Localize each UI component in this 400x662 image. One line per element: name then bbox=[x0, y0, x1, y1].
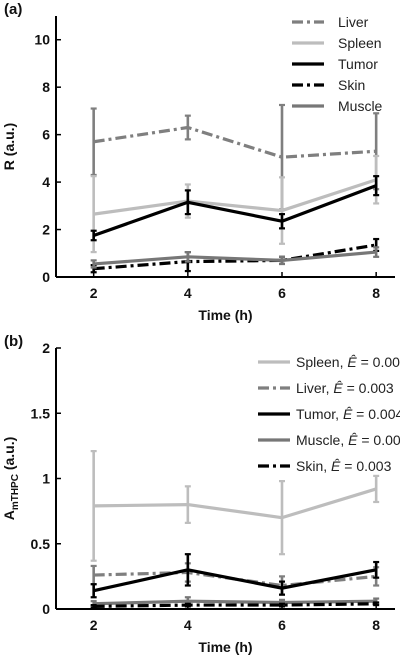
series-tumor bbox=[90, 553, 380, 599]
legend-series-name: Muscle, bbox=[296, 432, 348, 448]
series-spleen bbox=[90, 449, 380, 562]
legend-e-hat-symbol: Ê bbox=[331, 458, 341, 474]
panel-a: (a) 0 2 4 6 8 10 2 4 6 8 Time (h) R (a.u.) Liver Splee… bbox=[1, 1, 395, 323]
panel-label: (a) bbox=[4, 1, 22, 18]
y-tick-label: 8 bbox=[42, 79, 50, 95]
x-axis-label: Time (h) bbox=[198, 639, 252, 655]
panel-b: (b) 0 0.5 1 1.5 2 2 4 6 8 Time (h) AmTHPC (a.u.) Spl… bbox=[1, 333, 400, 655]
y-tick-label: 6 bbox=[42, 127, 50, 143]
y-axis-label: AmTHPC (a.u.) bbox=[1, 437, 21, 521]
x-axis-label: Time (h) bbox=[198, 307, 252, 323]
series-line bbox=[93, 599, 377, 606]
y-tick-label: 1.5 bbox=[31, 405, 51, 421]
series-skin bbox=[90, 601, 380, 609]
series-muscle bbox=[90, 246, 380, 269]
legend-series-name: Liver bbox=[338, 14, 369, 30]
legend-series-name: Skin bbox=[338, 77, 365, 93]
series-tumor bbox=[90, 175, 380, 242]
series-line bbox=[93, 125, 377, 159]
legend-value: = 0.003 bbox=[340, 458, 391, 474]
x-tick-label: 2 bbox=[90, 617, 98, 633]
y-axis-label-subscript: mTHPC bbox=[10, 474, 21, 510]
legend-e-hat-symbol: Ê bbox=[343, 406, 353, 422]
legend-label: Skin, Ê = 0.003 bbox=[296, 458, 392, 474]
legend-label: Tumor, Ê = 0.004 bbox=[296, 406, 400, 422]
legend-label: Liver bbox=[338, 14, 369, 30]
y-tick-label: 10 bbox=[34, 32, 50, 48]
series-line bbox=[93, 184, 377, 237]
x-tick-label: 8 bbox=[372, 617, 380, 633]
legend-series-name: Spleen bbox=[338, 35, 382, 51]
y-axis-label-unit: (a.u.) bbox=[1, 437, 17, 474]
y-axis-label: R (a.u.) bbox=[1, 123, 17, 170]
x-tick-label: 8 bbox=[372, 285, 380, 301]
series-line bbox=[93, 487, 377, 520]
y-tick-label: 2 bbox=[42, 340, 50, 356]
x-tick-label: 2 bbox=[90, 285, 98, 301]
legend-label: Tumor bbox=[338, 56, 378, 72]
series-line bbox=[93, 602, 377, 608]
legend-e-hat-symbol: Ê bbox=[347, 354, 357, 370]
x-tick-label: 4 bbox=[184, 285, 192, 301]
legend-label: Spleen, Ê = 0.009 bbox=[296, 354, 400, 370]
x-tick-label: 6 bbox=[278, 285, 286, 301]
legend: Spleen, Ê = 0.009 Liver, Ê = 0.003 Tumor, … bbox=[258, 354, 400, 474]
y-tick-label: 0 bbox=[42, 601, 50, 617]
legend-label: Liver, Ê = 0.003 bbox=[296, 380, 394, 396]
legend-value: = 0.003 bbox=[357, 432, 400, 448]
legend-series-name: Spleen, bbox=[296, 354, 347, 370]
legend-label: Spleen bbox=[338, 35, 382, 51]
legend-series-name: Skin, bbox=[296, 458, 331, 474]
legend-e-hat-symbol: Ê bbox=[348, 432, 358, 448]
panel-label: (b) bbox=[4, 333, 23, 350]
y-tick-label: 4 bbox=[42, 174, 50, 190]
series-line bbox=[93, 568, 377, 593]
y-tick-label: 1 bbox=[42, 471, 50, 487]
y-axis-label-main: A bbox=[1, 510, 17, 520]
x-tick-label: 6 bbox=[278, 617, 286, 633]
legend-series-name: Muscle bbox=[338, 98, 383, 114]
legend-label: Muscle, Ê = 0.003 bbox=[296, 432, 400, 448]
y-tick-label: 0.5 bbox=[31, 536, 51, 552]
y-tick-label: 0 bbox=[42, 269, 50, 285]
y-tick-label: 2 bbox=[42, 222, 50, 238]
legend-value: = 0.004 bbox=[352, 406, 400, 422]
legend-value: = 0.009 bbox=[357, 354, 400, 370]
legend-value: = 0.003 bbox=[343, 380, 394, 396]
series-line bbox=[93, 178, 377, 216]
legend-series-name: Liver, bbox=[296, 380, 333, 396]
legend-label: Muscle bbox=[338, 98, 383, 114]
legend-series-name: Tumor, bbox=[296, 406, 343, 422]
x-tick-label: 4 bbox=[184, 617, 192, 633]
series-line bbox=[93, 243, 377, 271]
legend-e-hat-symbol: Ê bbox=[333, 380, 343, 396]
series-spleen bbox=[90, 154, 380, 254]
legend-label: Skin bbox=[338, 77, 365, 93]
series-line bbox=[93, 250, 377, 266]
legend: Liver Spleen Tumor Skin Muscle bbox=[292, 14, 383, 114]
legend-series-name: Tumor bbox=[338, 56, 378, 72]
